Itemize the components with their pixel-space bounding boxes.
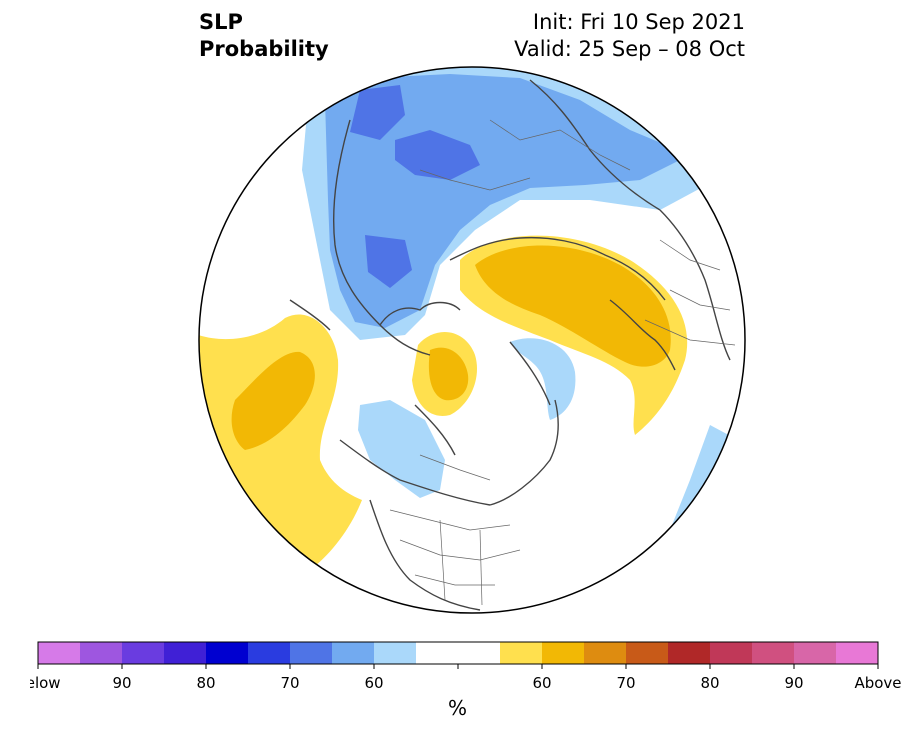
colorbar-bin [794,642,837,664]
polar-map [198,66,746,614]
colorbar-bin [626,642,669,664]
prob-below-70-region-west [365,235,412,288]
field-label: Probability [199,37,329,61]
colorbar-bin [290,642,333,664]
forecast-dates: Init: Fri 10 Sep 2021 Valid: 25 Sep – 08… [514,9,745,63]
colorbar-bin [542,642,585,664]
prob-above-60-region-pole [428,347,469,401]
colorbar-tick-label: 60 [532,674,551,692]
prob-below-70-region-north [350,85,405,140]
colorbar-tick-label: 90 [112,674,131,692]
colorbar-bin [80,642,123,664]
prob-below-70-region-scandinavia [395,130,480,180]
valid-dates: Valid: 25 Sep – 08 Oct [514,37,745,61]
colorbar-bin [332,642,375,664]
colorbar-tick-label: 90 [784,674,803,692]
colorbar-tick-label: 80 [196,674,215,692]
colorbar-bin [164,642,207,664]
colorbar-tick-label: Below [30,674,61,692]
colorbar-bin [122,642,165,664]
colorbar-bin [500,642,543,664]
prob-above-60-region-siberia [475,245,671,367]
map-title: SLP Probability [199,9,329,63]
colorbar-bin [668,642,711,664]
colorbar-bin [836,642,879,664]
colorbar-bin [38,642,81,664]
prob-below-50-region-canada [358,400,445,498]
unit-label: % [447,696,467,720]
prob-below-50-region-greenland [510,338,576,420]
colorbar-bin [206,642,249,664]
colorbar-bin [248,642,291,664]
variable-label: SLP [199,10,243,34]
colorbar-bin [374,642,417,664]
colorbar-bin [752,642,795,664]
colorbar-bin [458,642,501,664]
colorbar-bin [416,642,459,664]
colorbar-tick-label: 70 [280,674,299,692]
colorbar-tick-label: 60 [364,674,383,692]
colorbar-bin [710,642,753,664]
coastlines [289,79,731,611]
map-boundary [198,66,746,614]
borders [389,119,736,606]
colorbar: Below 90 80 70 60 60 70 80 90 Above [30,641,902,692]
colorbar-tick-label: Above [854,674,901,692]
prob-above-60-region-pacific [231,351,315,450]
colorbar-tick-label: 70 [616,674,635,692]
init-date: Init: Fri 10 Sep 2021 [532,10,745,34]
prob-above-50-region-pacific [199,314,362,570]
colorbar-bin [584,642,627,664]
colorbar-tick-label: 80 [700,674,719,692]
